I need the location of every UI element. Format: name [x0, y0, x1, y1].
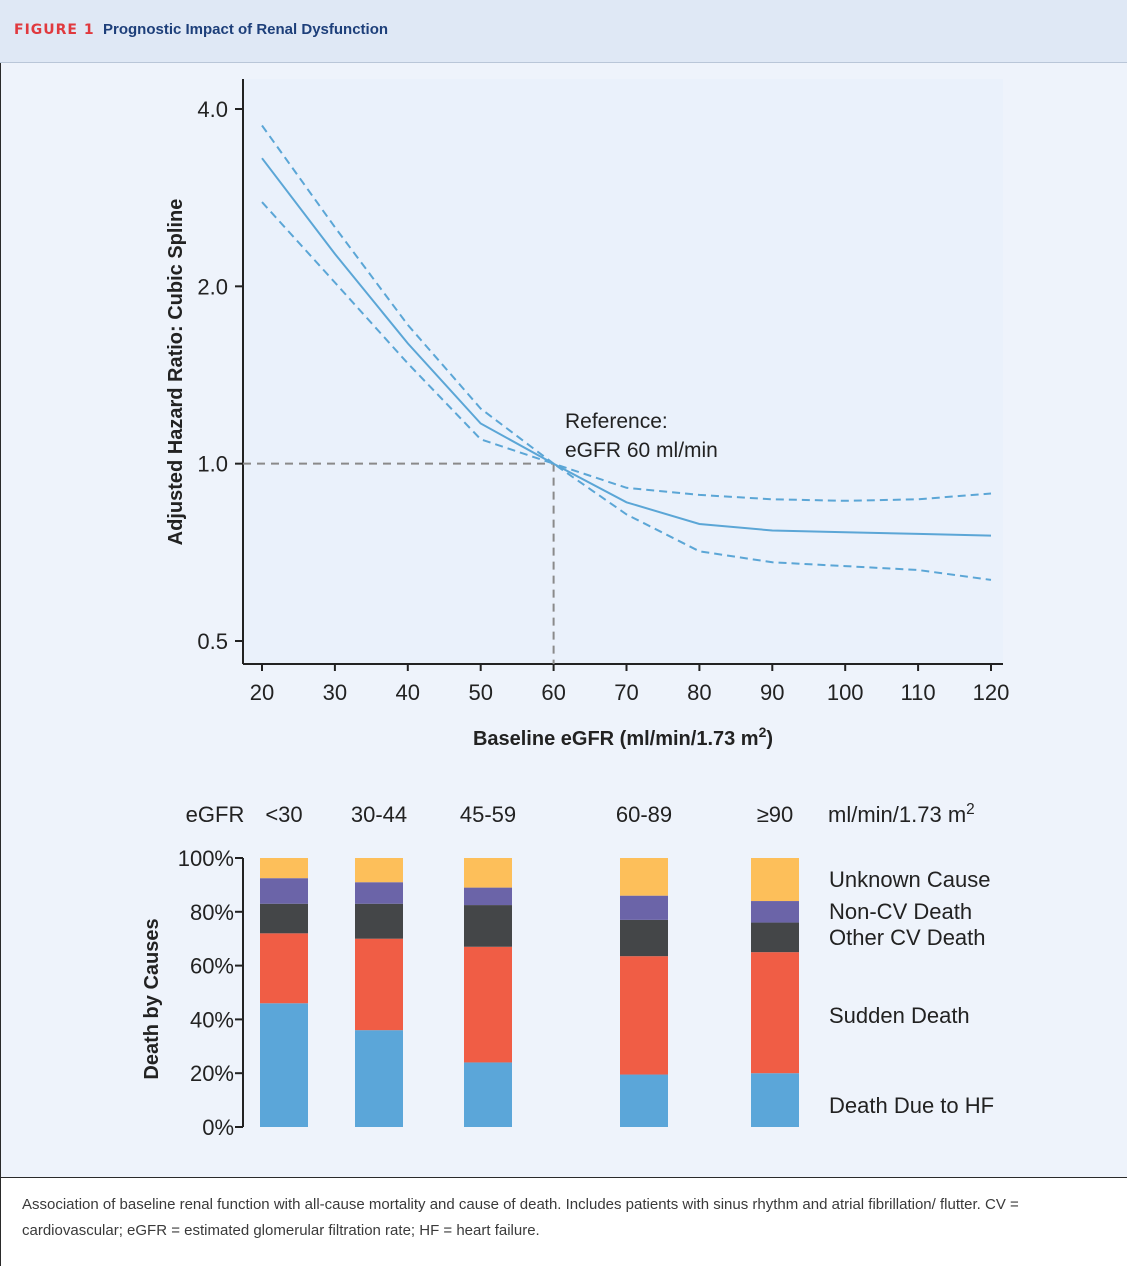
- reference-label-line1: Reference:: [565, 410, 668, 433]
- bar-segment-other_cv: [355, 903, 403, 939]
- figure-title: Prognostic Impact of Renal Dysfunction: [103, 21, 389, 38]
- spline-x-tick-label: 120: [973, 680, 1010, 705]
- bar-segment-unknown: [260, 858, 308, 879]
- spline-x-tick-label: 100: [827, 680, 864, 705]
- bar-legend-other_cv: Other CV Death: [829, 925, 986, 950]
- bar-segment-unknown: [464, 858, 512, 888]
- spline-y-axis-title: Adjusted Hazard Ratio: Cubic Spline: [165, 199, 187, 546]
- bar-segment-death_hf: [751, 1073, 799, 1127]
- bar-category-3: 60-89: [616, 802, 672, 827]
- bar-segment-non_cv: [620, 895, 668, 920]
- bar-legend-unknown: Unknown Cause: [829, 867, 990, 892]
- bar-y-tick-label: 40%: [190, 1007, 234, 1032]
- bar-segment-unknown: [355, 858, 403, 883]
- bar-segment-sudden_death: [260, 933, 308, 1004]
- caption-border: [0, 1178, 1, 1266]
- spline-y-tick-label: 0.5: [197, 629, 228, 654]
- bar-segment-non_cv: [751, 901, 799, 923]
- bar-segment-sudden_death: [464, 946, 512, 1063]
- bar-segment-other_cv: [260, 903, 308, 934]
- spline-x-tick-label: 110: [901, 680, 936, 705]
- spline-series-upper_ci: [261, 124, 992, 502]
- bar-y-tick-label: 20%: [190, 1061, 234, 1086]
- bar-category-0: <30: [265, 802, 302, 827]
- bar-segment-sudden_death: [751, 952, 799, 1074]
- bar-segment-death_hf: [464, 1062, 512, 1127]
- spline-x-tick-label: 70: [614, 680, 638, 705]
- death-by-causes-chart: 0% 20% 40% 60% 80% 100% eGFR <30 30-44 45-59 60-89…: [141, 801, 994, 1140]
- spline-y-tick-label: 4.0: [197, 97, 228, 122]
- bar-y-tick-label: 100%: [178, 846, 234, 871]
- spline-x-tick-label: 50: [468, 680, 492, 705]
- bar-legend-death_hf: Death Due to HF: [829, 1093, 994, 1118]
- bar-legend-non_cv: Non-CV Death: [829, 899, 972, 924]
- bar-y-axis-title: Death by Causes: [141, 918, 163, 1079]
- spline-plot-area: [243, 79, 1003, 664]
- bar-segment-unknown: [751, 858, 799, 902]
- bar-segment-non_cv: [260, 878, 308, 904]
- bar-y-tick-label: 60%: [190, 954, 234, 979]
- bar-segment-non_cv: [355, 882, 403, 904]
- bar-category-label: eGFR: [186, 802, 245, 827]
- spline-x-tick-label: 20: [250, 680, 274, 705]
- figure-label: FIGURE 1: [14, 22, 95, 38]
- spline-chart: 20 30 40 50 60 70 80 90 100 110 120 0.5 1.0 2.0 4.0 Ref…: [165, 79, 1009, 750]
- bar-unit-label: ml/min/1.73 m2: [828, 801, 975, 827]
- bar-segment-death_hf: [260, 1003, 308, 1127]
- reference-label-line2: eGFR 60 ml/min: [565, 439, 718, 462]
- spline-x-tick-label: 30: [323, 680, 347, 705]
- bar-segment-sudden_death: [355, 938, 403, 1031]
- bar-segment-death_hf: [620, 1074, 668, 1127]
- bar-category-4: ≥90: [757, 802, 794, 827]
- figure-header: FIGURE 1 Prognostic Impact of Renal Dysf…: [0, 0, 1127, 63]
- spline-x-axis-title: Baseline eGFR (ml/min/1.73 m2): [473, 724, 773, 750]
- spline-y-tick-label: 2.0: [197, 274, 228, 299]
- figure-caption: Association of baseline renal function w…: [22, 1196, 1019, 1239]
- bar-segment-other_cv: [620, 919, 668, 957]
- bar-segment-sudden_death: [620, 956, 668, 1075]
- spline-x-tick-label: 90: [760, 680, 784, 705]
- spline-x-tick-label: 40: [396, 680, 420, 705]
- spline-y-tick-label: 1.0: [197, 452, 228, 477]
- spline-series-lower_ci: [261, 201, 992, 581]
- bar-y-tick-label: 0%: [202, 1115, 234, 1140]
- bar-y-tick-label: 80%: [190, 900, 234, 925]
- bar-segment-other_cv: [464, 905, 512, 947]
- spline-x-tick-label: 60: [541, 680, 565, 705]
- bar-segment-other_cv: [751, 922, 799, 953]
- bar-segment-unknown: [620, 858, 668, 896]
- spline-x-tick-label: 80: [687, 680, 711, 705]
- bar-category-1: 30-44: [351, 802, 407, 827]
- spline-series-estimate: [261, 157, 992, 537]
- bar-segment-non_cv: [464, 887, 512, 906]
- bar-category-2: 45-59: [460, 802, 516, 827]
- bar-legend-sudden_death: Sudden Death: [829, 1003, 970, 1028]
- bar-segment-death_hf: [355, 1030, 403, 1127]
